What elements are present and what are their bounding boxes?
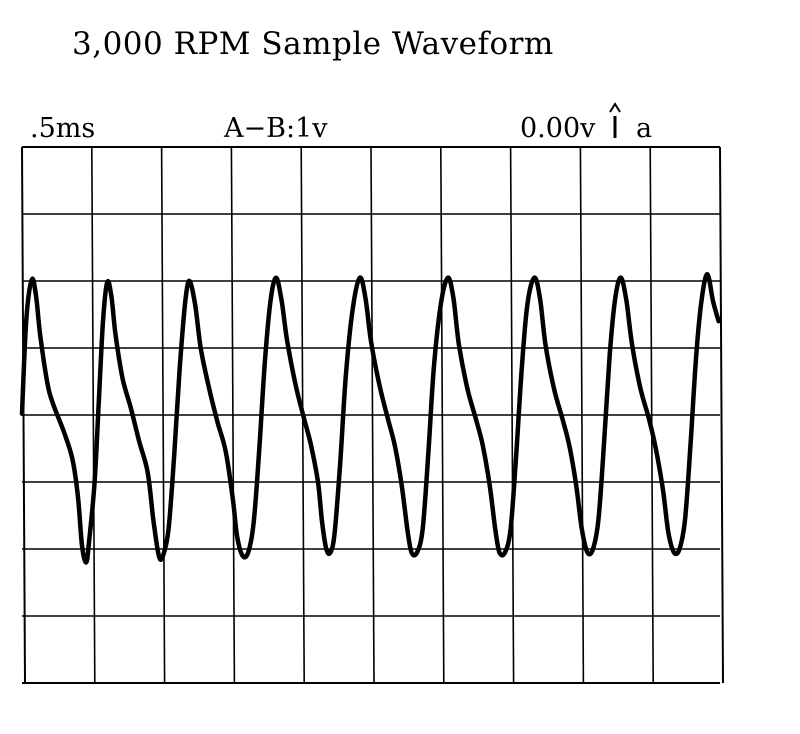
chart-title: 3,000 RPM Sample Waveform [72,26,554,62]
volts-per-division-label: A−B:1v [224,113,328,144]
channel-label: a [636,113,653,144]
trigger-arrow-icon [609,102,621,138]
offset-label: 0.00v [520,113,596,144]
waveform-trace [19,272,721,565]
grid-line-vertical [719,146,724,684]
timebase-label: .5ms [30,113,96,144]
